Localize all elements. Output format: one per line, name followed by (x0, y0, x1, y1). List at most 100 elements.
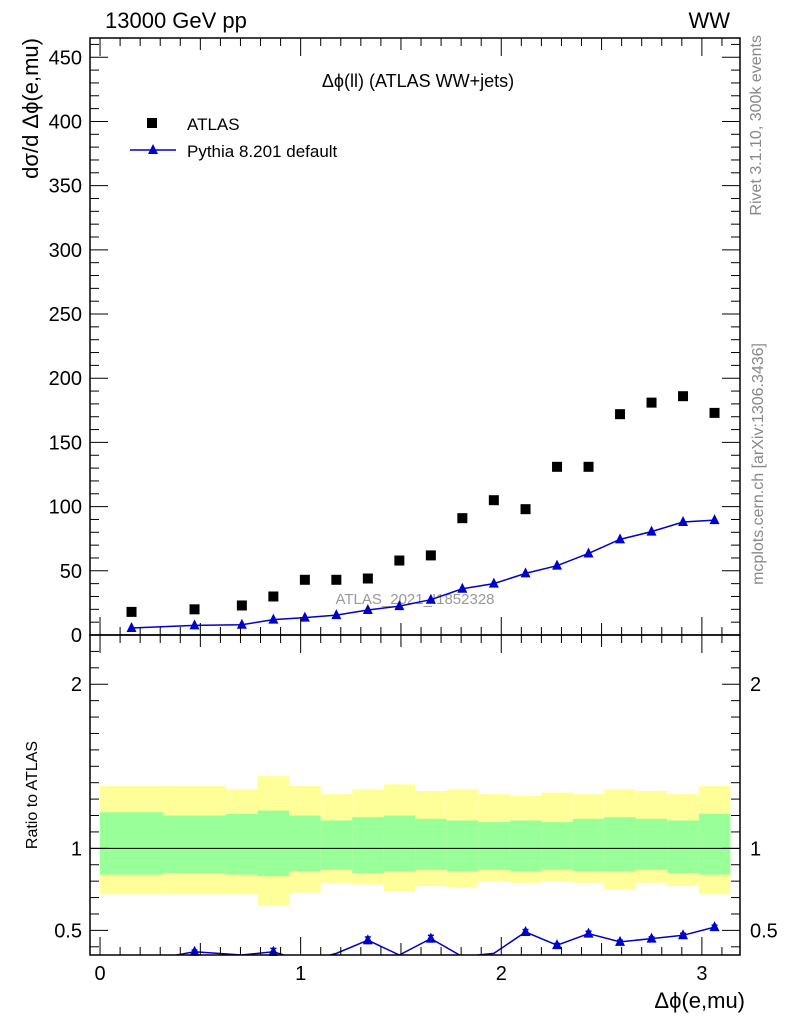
pythia-point-3 (268, 613, 279, 624)
ratio-band-inner-16 (667, 820, 699, 873)
y-tick-label-350: 350 (49, 176, 82, 198)
x-tick-label-1: 1 (295, 963, 306, 985)
ratio-pythia-point-11 (520, 926, 531, 937)
pythia-point-8 (425, 593, 436, 604)
y-tick-label-50: 50 (60, 561, 82, 583)
atlas-point-16 (678, 391, 689, 402)
ratio-pythia-point-1 (189, 945, 200, 956)
atlas-point-2 (236, 600, 247, 611)
ratio-pythia-point-8 (425, 932, 436, 943)
ratio-band-inner-9 (446, 820, 479, 872)
atlas-point-1 (189, 604, 200, 615)
ratio-plot-frame (89, 634, 741, 956)
ratio-y-tick-label-left-2: 2 (71, 674, 82, 696)
ratio-pythia-point-15 (646, 932, 657, 943)
pythia-point-16 (678, 516, 689, 527)
y-tick-label-200: 200 (49, 368, 82, 390)
ratio-band-inner-17 (698, 813, 731, 875)
ratio-band-inner-10 (478, 822, 510, 870)
y-tick-label-400: 400 (49, 111, 82, 133)
atlas-point-6 (362, 573, 373, 584)
x-tick-label-2: 2 (496, 963, 507, 985)
pythia-point-7 (394, 600, 405, 611)
x-axis-label: Δϕ(e,mu) (654, 988, 745, 1013)
ratio-pythia-point-6 (362, 934, 373, 945)
y-tick-label-300: 300 (49, 240, 82, 262)
ratio-pythia-point-16 (678, 929, 689, 940)
legend-pythia-marker (148, 144, 158, 154)
chart-title: Δϕ(ll) (ATLAS WW+jets) (322, 71, 514, 91)
pythia-point-12 (552, 559, 563, 570)
ratio-pythia-point-14 (615, 935, 626, 946)
y-tick-label-100: 100 (49, 497, 82, 519)
ratio-y-tick-label-right-1: 1 (750, 838, 761, 860)
ratio-band-inner-12 (541, 822, 573, 870)
header-right: WW (688, 8, 730, 33)
header-left: 13000 GeV pp (105, 8, 247, 33)
ratio-y-axis-label: Ratio to ATLAS (24, 741, 41, 849)
legend: ATLAS Pythia 8.201 default (130, 115, 338, 161)
pythia-point-2 (236, 618, 247, 629)
x-tick-label-0: 0 (94, 963, 105, 985)
watermark: ATLAS_2021_I1852328 (335, 591, 494, 608)
ratio-band-inner-4 (289, 815, 321, 872)
ratio-band-inner-8 (415, 818, 447, 870)
pythia-point-10 (488, 577, 499, 588)
y-tick-label-450: 450 (49, 47, 82, 69)
ratio-band-inner-2 (226, 813, 258, 875)
x-tick-label-3: 3 (696, 963, 707, 985)
ratio-band-inner-15 (635, 818, 668, 870)
pythia-point-4 (299, 611, 310, 622)
rivet-label: Rivet 3.1.10, 300k events (748, 35, 765, 216)
ratio-pythia-line (172, 926, 715, 955)
ratio-y-tick-label-right-2: 2 (750, 674, 761, 696)
atlas-point-3 (268, 591, 279, 602)
atlas-point-0 (126, 606, 137, 617)
atlas-point-17 (709, 407, 720, 418)
atlas-point-9 (457, 513, 468, 524)
ratio-band-inner-0 (100, 812, 164, 875)
pythia-point-9 (457, 582, 468, 593)
atlas-point-12 (552, 461, 563, 472)
pythia-point-17 (709, 514, 720, 525)
y-tick-label-150: 150 (49, 432, 82, 454)
pythia-point-11 (520, 567, 531, 578)
ratio-y-tick-label-right-0.5: 0.5 (750, 920, 778, 942)
ratio-y-tick-label-left-1: 1 (71, 838, 82, 860)
ratio-band-inner-1 (163, 815, 227, 873)
ratio-band-inner-5 (320, 820, 353, 870)
ratio-pythia-point-17 (709, 921, 720, 932)
ratio-pythia-point-13 (583, 927, 594, 938)
pythia-point-6 (362, 603, 373, 614)
legend-atlas-marker (147, 118, 157, 128)
ratio-band-inner-3 (257, 810, 290, 877)
y-tick-label-0: 0 (71, 625, 82, 647)
ratio-band-inner-13 (572, 818, 605, 872)
pythia-point-15 (646, 525, 657, 536)
pythia-point-13 (583, 547, 594, 558)
pythia-point-5 (331, 609, 342, 620)
ratio-band-inner-14 (604, 817, 636, 872)
ratio-band-inner-11 (509, 820, 542, 872)
pythia-point-14 (615, 533, 626, 544)
ratio-pythia-point-3 (268, 945, 279, 956)
legend-pythia-label: Pythia 8.201 default (187, 142, 338, 161)
atlas-point-11 (520, 504, 531, 515)
pythia-line (131, 519, 715, 629)
ratio-pythia-point-12 (552, 939, 563, 950)
pythia-point-0 (126, 621, 137, 632)
ratio-band-inner-6 (352, 817, 384, 873)
atlas-point-5 (331, 574, 342, 585)
pythia-point-1 (189, 619, 200, 630)
atlas-point-10 (488, 495, 499, 506)
atlas-point-4 (299, 574, 310, 585)
atlas-point-15 (646, 397, 657, 408)
mcplots-label: mcplots.cern.ch [arXiv:1306.3436] (750, 343, 767, 585)
ratio-band-inner-7 (383, 815, 416, 872)
atlas-point-13 (583, 461, 594, 472)
legend-atlas-label: ATLAS (187, 115, 240, 134)
atlas-point-8 (425, 550, 436, 561)
atlas-point-7 (394, 555, 405, 566)
y-tick-label-250: 250 (49, 304, 82, 326)
